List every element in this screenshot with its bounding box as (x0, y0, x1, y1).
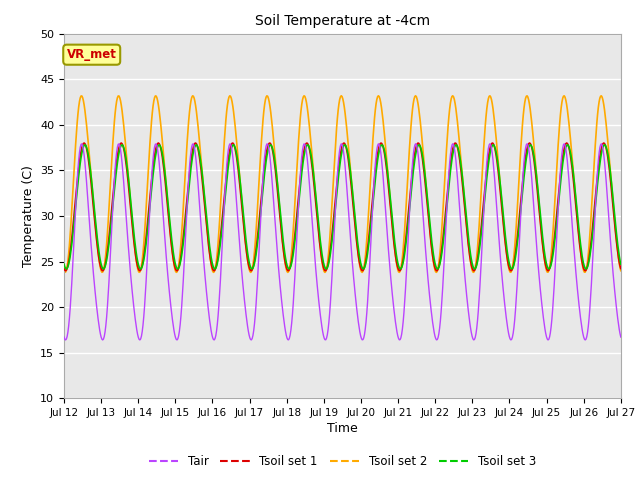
X-axis label: Time: Time (327, 422, 358, 435)
Title: Soil Temperature at -4cm: Soil Temperature at -4cm (255, 14, 430, 28)
Y-axis label: Temperature (C): Temperature (C) (22, 165, 35, 267)
Legend: Tair, Tsoil set 1, Tsoil set 2, Tsoil set 3: Tair, Tsoil set 1, Tsoil set 2, Tsoil se… (144, 450, 541, 473)
Text: VR_met: VR_met (67, 48, 116, 61)
